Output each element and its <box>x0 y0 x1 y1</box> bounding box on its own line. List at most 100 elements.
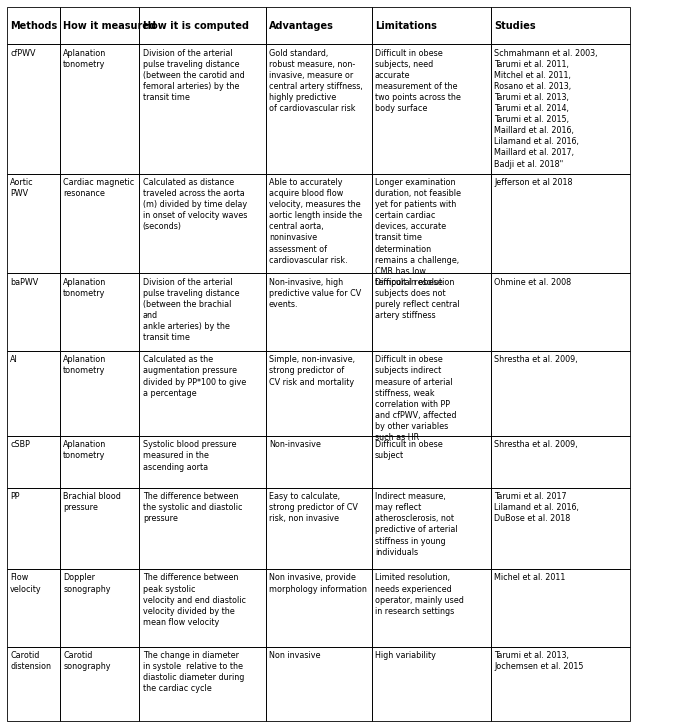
Text: AI: AI <box>10 355 18 364</box>
Bar <box>372 173 491 274</box>
Bar <box>265 44 372 173</box>
Text: Ohmine et al. 2008: Ohmine et al. 2008 <box>494 277 571 287</box>
Text: Non invasive: Non invasive <box>269 651 320 660</box>
Bar <box>491 274 630 351</box>
Bar <box>491 488 630 569</box>
Text: Aplanation
tonometry: Aplanation tonometry <box>63 49 106 68</box>
Bar <box>265 351 372 436</box>
Text: How it is computed: How it is computed <box>143 21 248 31</box>
Bar <box>7 7 60 44</box>
Text: Able to accurately
acquire blood flow
velocity, measures the
aortic length insid: Able to accurately acquire blood flow ve… <box>269 178 362 264</box>
Text: baPWV: baPWV <box>10 277 39 287</box>
Text: Indirect measure,
may reflect
atherosclerosis, not
predictive of arterial
stiffn: Indirect measure, may reflect atheroscle… <box>375 492 458 557</box>
Text: Cardiac magnetic
resonance: Cardiac magnetic resonance <box>63 178 135 198</box>
Text: Limited resolution,
needs experienced
operator, mainly used
in research settings: Limited resolution, needs experienced op… <box>375 574 464 616</box>
Bar <box>372 274 491 351</box>
Bar <box>265 7 372 44</box>
Text: Schmahmann et al. 2003,
Tarumi et al. 2011,
Mitchel et al. 2011,
Rosano et al. 2: Schmahmann et al. 2003, Tarumi et al. 20… <box>494 49 598 168</box>
Text: Jefferson et al 2018: Jefferson et al 2018 <box>494 178 573 187</box>
Bar <box>7 488 60 569</box>
Bar <box>265 569 372 646</box>
Bar <box>60 351 139 436</box>
Text: Difficult in obese
subjects does not
purely reflect central
artery stiffness: Difficult in obese subjects does not pur… <box>375 277 460 320</box>
Bar <box>60 569 139 646</box>
Text: How it measured: How it measured <box>63 21 156 31</box>
Text: Doppler
sonography: Doppler sonography <box>63 574 110 593</box>
Text: Aplanation
tonometry: Aplanation tonometry <box>63 355 106 376</box>
Bar <box>60 274 139 351</box>
Text: Difficult in obese
subject: Difficult in obese subject <box>375 440 443 461</box>
Bar <box>265 436 372 488</box>
Bar <box>7 44 60 173</box>
Text: Calculated as the
augmentation pressure
divided by PP*100 to give
a percentage: Calculated as the augmentation pressure … <box>143 355 246 397</box>
Text: cfPWV: cfPWV <box>10 49 36 58</box>
Text: Advantages: Advantages <box>269 21 334 31</box>
Text: Brachial blood
pressure: Brachial blood pressure <box>63 492 121 513</box>
Text: The difference between
peak systolic
velocity and end diastolic
velocity divided: The difference between peak systolic vel… <box>143 574 246 627</box>
Bar <box>139 436 265 488</box>
Text: Non-invasive: Non-invasive <box>269 440 321 449</box>
Text: Gold standard,
robust measure, non-
invasive, measure or
central artery stiffnes: Gold standard, robust measure, non- inva… <box>269 49 363 113</box>
Bar <box>139 351 265 436</box>
Text: Limitations: Limitations <box>375 21 437 31</box>
Text: High variability: High variability <box>375 651 436 660</box>
Text: The change in diameter
in systole  relative to the
diastolic diameter during
the: The change in diameter in systole relati… <box>143 651 244 693</box>
Text: Aplanation
tonometry: Aplanation tonometry <box>63 440 106 461</box>
Bar <box>7 173 60 274</box>
Bar <box>60 44 139 173</box>
Bar <box>7 436 60 488</box>
Bar <box>7 274 60 351</box>
Text: Non-invasive, high
predictive value for CV
events.: Non-invasive, high predictive value for … <box>269 277 361 309</box>
Bar <box>372 646 491 721</box>
Text: Tarumi et al. 2017
Lilamand et al. 2016,
DuBose et al. 2018: Tarumi et al. 2017 Lilamand et al. 2016,… <box>494 492 580 523</box>
Text: Shrestha et al. 2009,: Shrestha et al. 2009, <box>494 440 578 449</box>
Bar <box>491 646 630 721</box>
Text: Difficult in obese
subjects indirect
measure of arterial
stiffness, weak
correla: Difficult in obese subjects indirect mea… <box>375 355 456 442</box>
Text: Flow
velocity: Flow velocity <box>10 574 42 593</box>
Bar <box>60 7 139 44</box>
Text: Carotid
sonography: Carotid sonography <box>63 651 110 671</box>
Bar <box>491 569 630 646</box>
Text: Aortic
PWV: Aortic PWV <box>10 178 34 198</box>
Text: Division of the arterial
pulse traveling distance
(between the carotid and
femor: Division of the arterial pulse traveling… <box>143 49 244 102</box>
Text: Longer examination
duration, not feasible
yet for patients with
certain cardiac
: Longer examination duration, not feasibl… <box>375 178 461 287</box>
Bar <box>139 646 265 721</box>
Text: Studies: Studies <box>494 21 536 31</box>
Bar <box>372 44 491 173</box>
Bar <box>372 436 491 488</box>
Bar <box>372 351 491 436</box>
Text: Shrestha et al. 2009,: Shrestha et al. 2009, <box>494 355 578 364</box>
Text: Division of the arterial
pulse traveling distance
(between the brachial
and
ankl: Division of the arterial pulse traveling… <box>143 277 239 342</box>
Text: Tarumi et al. 2013,
Jochemsen et al. 2015: Tarumi et al. 2013, Jochemsen et al. 201… <box>494 651 584 671</box>
Bar <box>60 646 139 721</box>
Bar <box>60 173 139 274</box>
Text: Non invasive, provide
morphology information: Non invasive, provide morphology informa… <box>269 574 367 593</box>
Bar <box>139 569 265 646</box>
Bar <box>491 351 630 436</box>
Bar <box>265 274 372 351</box>
Bar <box>372 569 491 646</box>
Bar <box>139 44 265 173</box>
Text: The difference between
the systolic and diastolic
pressure: The difference between the systolic and … <box>143 492 242 523</box>
Text: Calculated as distance
traveled across the aorta
(m) divided by time delay
in on: Calculated as distance traveled across t… <box>143 178 247 232</box>
Bar <box>491 436 630 488</box>
Bar <box>491 7 630 44</box>
Bar <box>139 274 265 351</box>
Text: PP: PP <box>10 492 20 501</box>
Bar <box>265 488 372 569</box>
Bar <box>491 44 630 173</box>
Text: Michel et al. 2011: Michel et al. 2011 <box>494 574 566 582</box>
Bar <box>265 173 372 274</box>
Bar <box>7 351 60 436</box>
Text: Difficult in obese
subjects, need
accurate
measurement of the
two points across : Difficult in obese subjects, need accura… <box>375 49 461 113</box>
Bar <box>372 488 491 569</box>
Bar <box>372 7 491 44</box>
Text: Carotid
distension: Carotid distension <box>10 651 51 671</box>
Text: Methods: Methods <box>10 21 58 31</box>
Bar <box>265 646 372 721</box>
Bar <box>60 488 139 569</box>
Bar <box>7 646 60 721</box>
Bar <box>139 488 265 569</box>
Text: Simple, non-invasive,
strong predictor of
CV risk and mortality: Simple, non-invasive, strong predictor o… <box>269 355 355 387</box>
Bar <box>7 569 60 646</box>
